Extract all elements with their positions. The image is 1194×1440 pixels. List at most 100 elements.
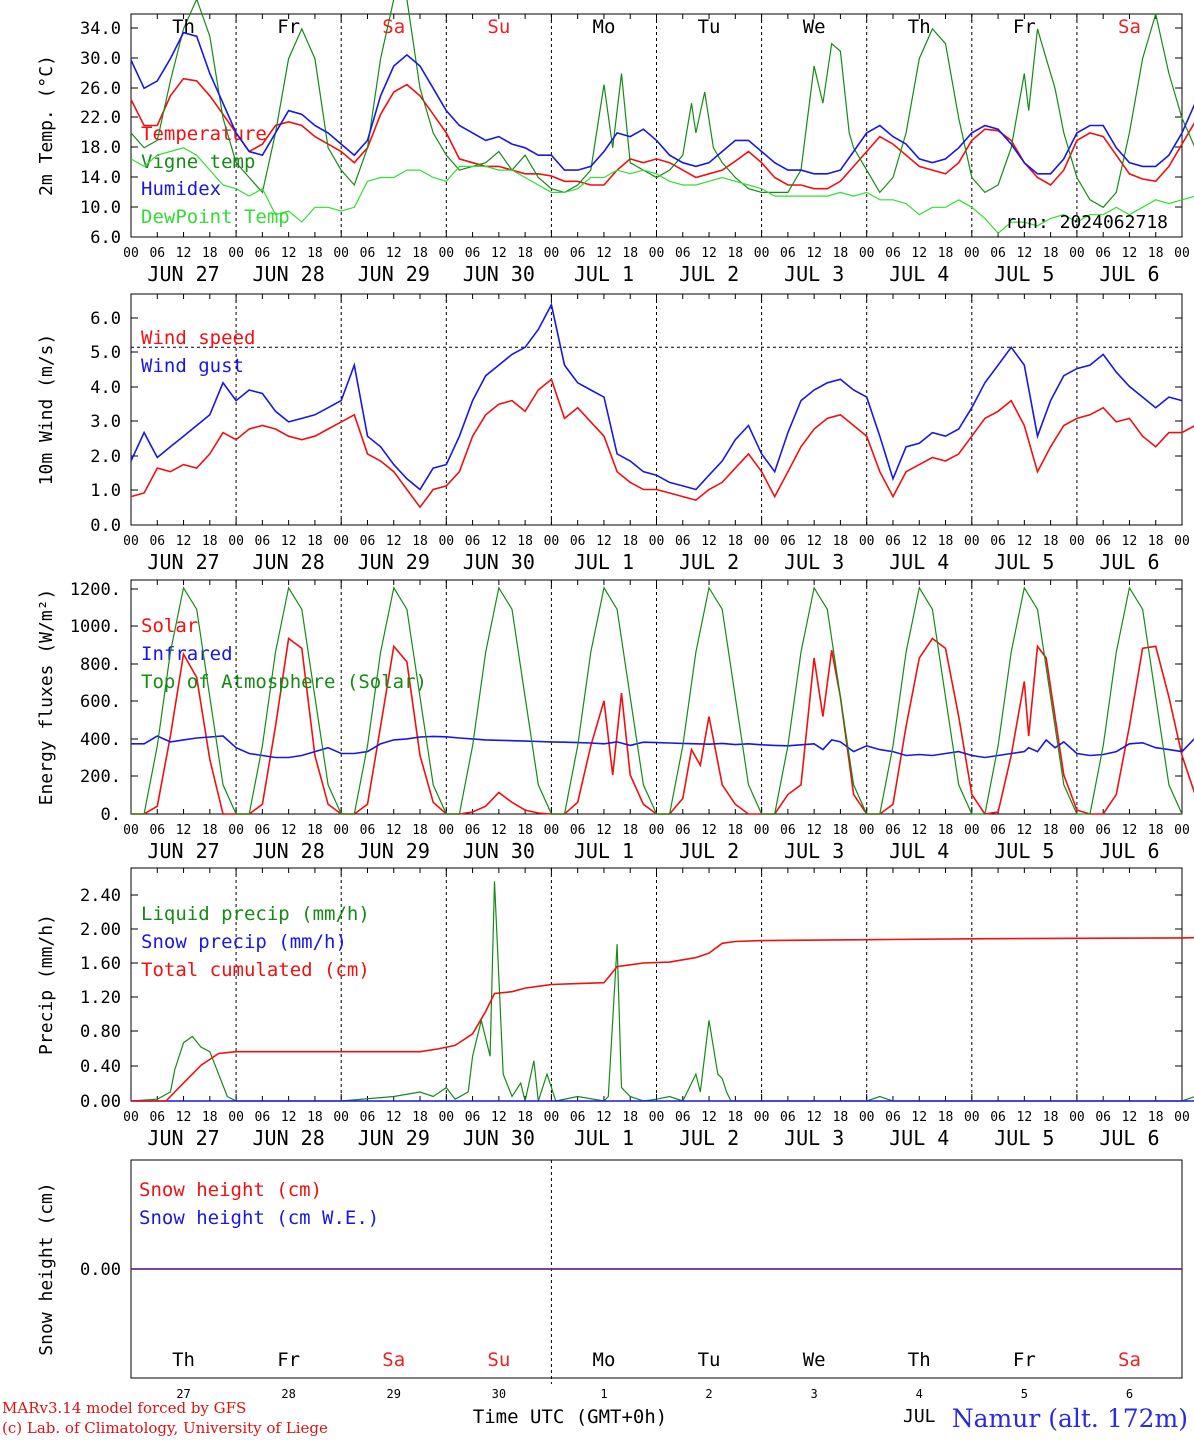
hour-tick-label: 18 xyxy=(307,246,323,261)
hour-tick-label: 06 xyxy=(360,823,376,838)
hour-tick-label: 00 xyxy=(228,823,244,838)
hour-tick-label: 18 xyxy=(1148,534,1164,549)
y-tick-label: 0.0 xyxy=(90,516,121,536)
hour-tick-label: 00 xyxy=(544,534,560,549)
hour-tick-label: 12 xyxy=(281,823,297,838)
hour-tick-label: 12 xyxy=(911,246,927,261)
hour-tick-label: 06 xyxy=(255,823,271,838)
hour-tick-label: 06 xyxy=(885,823,901,838)
hour-tick-label: 12 xyxy=(176,1110,192,1125)
date-label: JUL 1 xyxy=(574,550,634,574)
y-tick-label: 1.20 xyxy=(80,988,121,1008)
y-tick-label: 200. xyxy=(80,767,121,787)
weekday-label: Fr xyxy=(1013,16,1036,38)
series-line xyxy=(130,377,1194,509)
hour-tick-label: 12 xyxy=(701,1110,717,1125)
date-label: JUL 4 xyxy=(889,839,949,863)
hour-tick-label: 06 xyxy=(675,823,691,838)
legend-entry: Temperature xyxy=(141,123,267,145)
y-tick-label: 400. xyxy=(80,730,121,750)
day-number: 5 xyxy=(1021,1387,1028,1401)
hour-tick-label: 00 xyxy=(1174,1110,1190,1125)
hour-tick-label: 06 xyxy=(675,1110,691,1125)
hour-tick-label: 12 xyxy=(596,1110,612,1125)
hour-tick-label: 00 xyxy=(333,823,349,838)
hour-tick-label: 00 xyxy=(438,534,454,549)
series-line xyxy=(130,302,1183,491)
weekday-label: Th xyxy=(908,1349,931,1371)
date-label: JUL 2 xyxy=(679,550,739,574)
y-tick-label: 1200. xyxy=(70,580,121,600)
date-label: JUN 27 xyxy=(147,550,219,574)
day-number: 3 xyxy=(811,1387,818,1401)
hour-tick-label: 00 xyxy=(649,246,665,261)
hour-tick-label: 18 xyxy=(202,1110,218,1125)
date-label: JUL 6 xyxy=(1099,550,1159,574)
date-label: JUN 29 xyxy=(358,550,430,574)
day-number: 6 xyxy=(1126,1387,1133,1401)
hour-tick-label: 00 xyxy=(964,823,980,838)
hour-tick-label: 00 xyxy=(228,246,244,261)
weekday-label: Fr xyxy=(277,16,300,38)
hour-tick-label: 06 xyxy=(149,1110,165,1125)
hour-tick-label: 12 xyxy=(596,823,612,838)
legend-entry: Wind speed xyxy=(141,327,255,349)
hour-tick-label: 06 xyxy=(990,534,1006,549)
hour-tick-label: 06 xyxy=(885,246,901,261)
credit-lab: (c) Lab. of Climatology, University of L… xyxy=(2,1419,328,1437)
weekday-label: Sa xyxy=(1118,1349,1141,1371)
hour-tick-label: 06 xyxy=(465,246,481,261)
day-number: 28 xyxy=(281,1387,295,1401)
weekday-label: Sa xyxy=(1118,16,1141,38)
y-tick-label: 3.0 xyxy=(90,412,121,432)
hour-tick-label: 12 xyxy=(911,823,927,838)
hour-tick-label: 18 xyxy=(307,534,323,549)
hour-tick-label: 18 xyxy=(833,1110,849,1125)
hour-tick-label: 12 xyxy=(806,246,822,261)
date-label: JUN 29 xyxy=(358,1126,430,1150)
hour-tick-label: 12 xyxy=(1122,246,1138,261)
hour-tick-label: 06 xyxy=(360,246,376,261)
date-label: JUL 6 xyxy=(1099,1126,1159,1150)
hour-tick-label: 18 xyxy=(1043,534,1059,549)
hour-tick-label: 06 xyxy=(255,1110,271,1125)
hour-tick-label: 00 xyxy=(754,246,770,261)
date-label: JUN 30 xyxy=(463,262,535,286)
series-line xyxy=(130,31,1194,175)
hour-tick-label: 06 xyxy=(360,534,376,549)
weekday-label: Fr xyxy=(1013,1349,1036,1371)
hour-tick-label: 18 xyxy=(202,246,218,261)
series-line xyxy=(130,77,1194,190)
y-tick-label: 30.0 xyxy=(80,49,121,69)
hour-tick-label: 18 xyxy=(307,1110,323,1125)
hour-tick-label: 12 xyxy=(176,534,192,549)
hour-tick-label: 18 xyxy=(622,1110,638,1125)
date-label: JUN 30 xyxy=(463,839,535,863)
weekday-label: Mo xyxy=(593,1349,616,1371)
hour-tick-label: 06 xyxy=(675,246,691,261)
hour-tick-label: 12 xyxy=(806,823,822,838)
hour-tick-label: 18 xyxy=(938,534,954,549)
weekday-label: We xyxy=(803,16,826,38)
hour-tick-label: 06 xyxy=(255,534,271,549)
hour-tick-label: 00 xyxy=(859,1110,875,1125)
hour-tick-label: 00 xyxy=(1069,534,1085,549)
hour-tick-label: 18 xyxy=(202,534,218,549)
date-label: JUL 4 xyxy=(889,262,949,286)
hour-tick-label: 06 xyxy=(885,1110,901,1125)
hour-tick-label: 00 xyxy=(228,534,244,549)
day-number: 27 xyxy=(176,1387,190,1401)
hour-tick-label: 06 xyxy=(1095,1110,1111,1125)
hour-tick-label: 18 xyxy=(1043,1110,1059,1125)
hour-tick-label: 06 xyxy=(780,534,796,549)
legend-entry: Humidex xyxy=(141,178,221,200)
date-label: JUL 3 xyxy=(784,1126,844,1150)
series-line xyxy=(131,586,1183,815)
hour-tick-label: 00 xyxy=(333,1110,349,1125)
date-label: JUL 3 xyxy=(784,550,844,574)
date-label: JUN 29 xyxy=(358,839,430,863)
y-axis-label: 2m Temp. (°C) xyxy=(36,55,57,196)
date-label: JUL 5 xyxy=(994,262,1054,286)
date-label: JUN 30 xyxy=(463,1126,535,1150)
